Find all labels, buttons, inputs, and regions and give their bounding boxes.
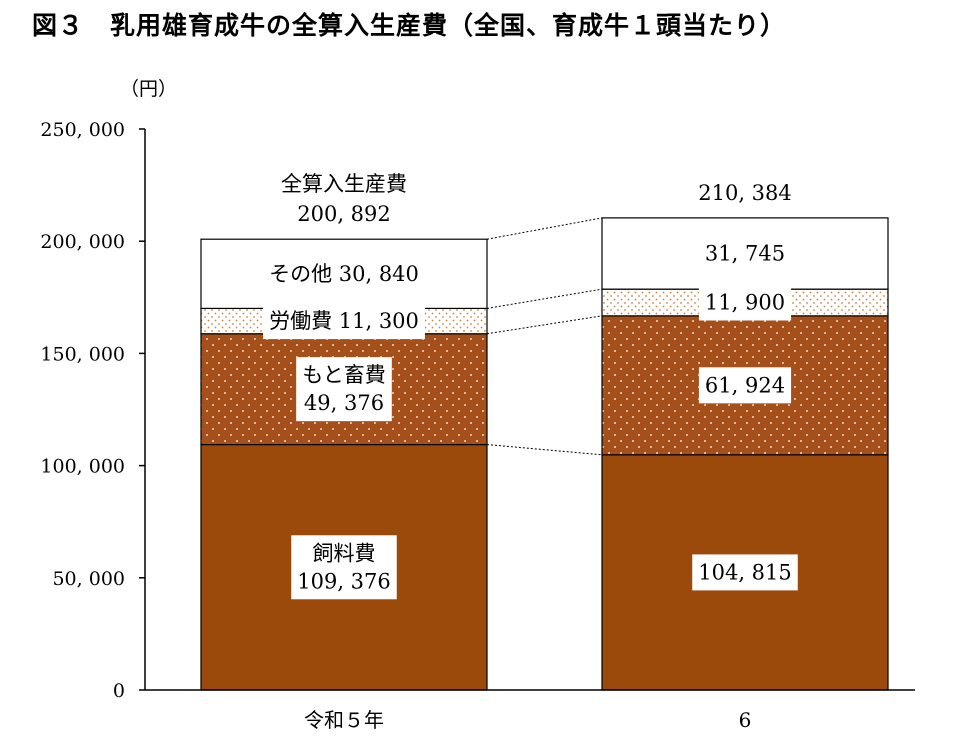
svg-text:11, 900: 11, 900	[705, 290, 785, 314]
connector-lines	[486, 217, 603, 456]
connector-line	[486, 444, 603, 456]
total-label: 210, 384	[698, 181, 792, 205]
feed-cost-label: 104, 815	[692, 554, 798, 591]
labor-cost-label: 11, 900	[698, 284, 792, 321]
connector-line	[486, 288, 603, 309]
svg-text:もと畜費: もと畜費	[302, 363, 386, 387]
feed-cost-label: 飼料費 109, 376	[291, 535, 397, 600]
connector-line	[486, 315, 603, 335]
svg-text:200, 892: 200, 892	[297, 202, 391, 226]
svg-text:61, 924: 61, 924	[705, 373, 785, 397]
y-tick-label: 250, 000	[40, 119, 125, 141]
other-cost-label: その他 30, 840	[263, 255, 425, 292]
x-category-label: 6	[739, 708, 752, 732]
labor-cost-label: 労働費 11, 300	[263, 303, 425, 340]
y-axis: （円） 0 50, 000 100, 000 150, 000 200, 000 250, …	[40, 78, 915, 702]
y-tick-label: 100, 000	[40, 456, 125, 478]
svg-text:労働費 11, 300: 労働費 11, 300	[269, 309, 419, 333]
other-cost-label: 31, 745	[698, 235, 792, 272]
svg-text:104, 815: 104, 815	[698, 560, 792, 584]
x-category-label: 令和５年	[304, 708, 384, 732]
y-tick-label: 200, 000	[40, 231, 125, 253]
svg-text:31, 745: 31, 745	[705, 242, 785, 266]
calf-cost-label: もと畜費 49, 376	[296, 357, 392, 422]
y-unit-label: （円）	[120, 78, 177, 100]
connector-line	[486, 217, 603, 240]
calf-cost-label: 61, 924	[698, 367, 792, 404]
svg-text:全算入生産費: 全算入生産費	[281, 172, 407, 196]
svg-text:飼料費: 飼料費	[313, 541, 376, 565]
y-tick-label: 50, 000	[52, 568, 125, 590]
svg-text:109, 376: 109, 376	[297, 569, 391, 593]
y-tick-label: 150, 000	[40, 343, 125, 365]
chart-title: 図３ 乳用雄育成牛の全算入生産費（全国、育成牛１頭当たり）	[32, 11, 787, 40]
svg-text:その他 30, 840: その他 30, 840	[269, 262, 419, 286]
svg-text:49, 376: 49, 376	[304, 391, 384, 415]
svg-text:210, 384: 210, 384	[698, 181, 792, 205]
y-tick-label: 0	[113, 680, 125, 702]
total-label: 全算入生産費 200, 892	[281, 172, 407, 226]
labels: 令和５年 6 飼料費 109, 376 もと畜費 49, 376 労働費 11, 300 その…	[263, 172, 798, 732]
